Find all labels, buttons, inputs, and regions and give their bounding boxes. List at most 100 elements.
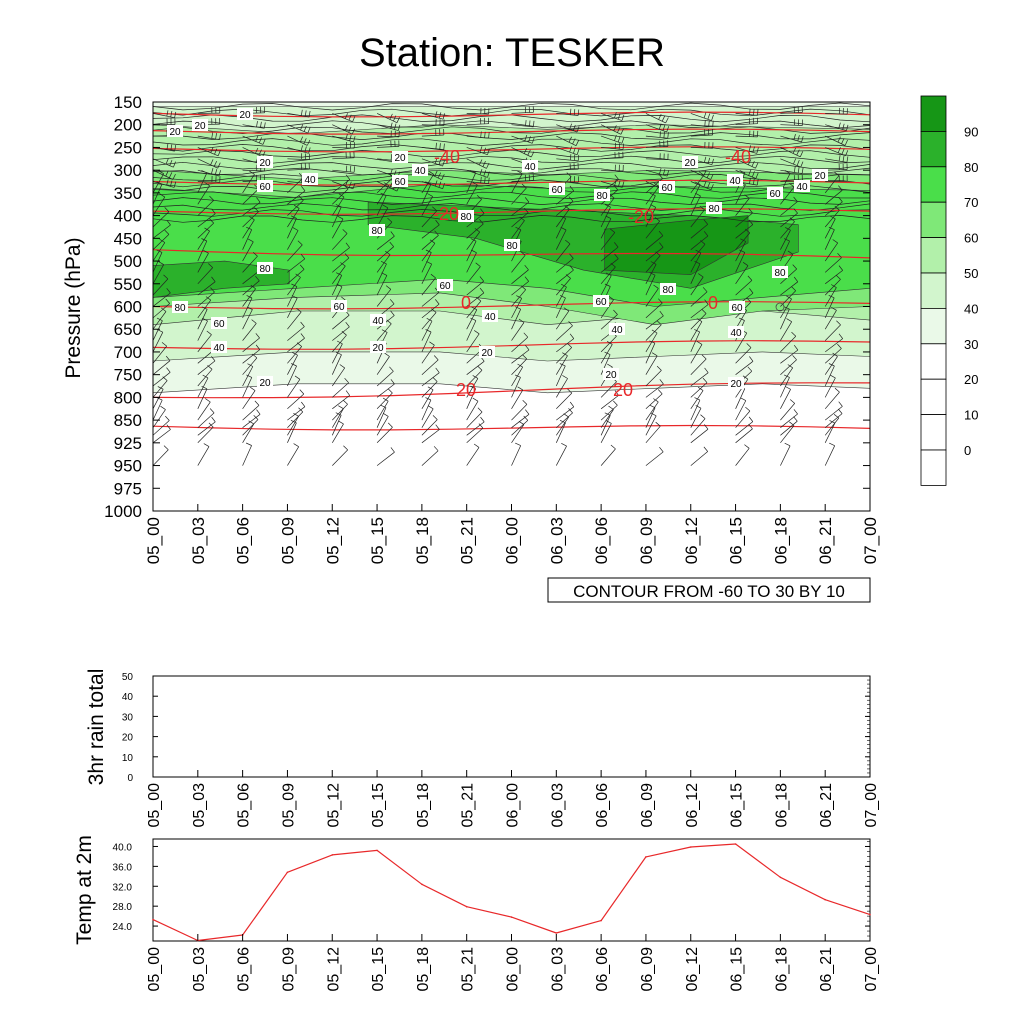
time-tick-label: 06_06 bbox=[594, 783, 611, 828]
temp-point bbox=[869, 914, 871, 916]
pressure-tick-label: 850 bbox=[114, 411, 142, 430]
time-tick-label: 05_15 bbox=[368, 517, 387, 564]
wind-barb bbox=[870, 125, 890, 134]
wind-barb bbox=[870, 218, 879, 238]
wind-barb-feather bbox=[713, 121, 714, 127]
humidity-contour-value: 80 bbox=[174, 303, 186, 314]
pressure-tick-label: 750 bbox=[114, 366, 142, 385]
time-tick-label: 06_03 bbox=[547, 517, 566, 564]
wind-barb-feather bbox=[874, 420, 879, 423]
wind-barb bbox=[870, 199, 884, 216]
temp-axis-label: Temp at 2m bbox=[73, 835, 96, 945]
time-tick-label: 06_06 bbox=[594, 947, 611, 992]
temp-point bbox=[466, 906, 468, 908]
wind-barb bbox=[870, 406, 887, 420]
humidity-contour-label: 20 bbox=[682, 156, 698, 169]
wind-barb-feather bbox=[876, 296, 881, 299]
temp-line-segment bbox=[512, 917, 557, 933]
pressure-tick-label: 950 bbox=[114, 457, 142, 476]
wind-barb-feather bbox=[879, 407, 884, 411]
wind-barb bbox=[870, 395, 887, 409]
wind-barb-feather bbox=[892, 145, 893, 151]
wind-barb bbox=[870, 367, 880, 386]
humidity-contour-value: 80 bbox=[662, 285, 674, 296]
temp-point bbox=[332, 854, 334, 856]
humidity-contour-value: 40 bbox=[796, 182, 808, 193]
time-tick-label: 06_00 bbox=[505, 947, 522, 992]
humidity-contour-value: 60 bbox=[551, 185, 563, 196]
wind-barb-feather bbox=[875, 205, 880, 208]
time-tick-label: 06_09 bbox=[639, 783, 656, 828]
temperature-series bbox=[152, 843, 871, 941]
colorbar-swatch bbox=[921, 415, 946, 450]
wind-barb-feather bbox=[874, 413, 879, 416]
colorbar-label: 20 bbox=[964, 372, 978, 387]
temp-point bbox=[780, 877, 782, 879]
temp-point bbox=[376, 850, 378, 852]
time-tick-label: 05_09 bbox=[280, 783, 297, 828]
colorbar-swatch bbox=[921, 273, 946, 308]
wind-barb-feather bbox=[888, 179, 889, 185]
wind-barb-feather bbox=[758, 110, 759, 116]
time-tick-label: 06_18 bbox=[771, 517, 790, 564]
colorbar-swatch bbox=[921, 308, 946, 343]
temp-tick-label: 24.0 bbox=[113, 922, 133, 933]
humidity-contour-label: 60 bbox=[437, 279, 453, 292]
wind-barb-feather bbox=[874, 352, 880, 355]
humidity-contour-value: 20 bbox=[481, 348, 493, 359]
temp-point bbox=[152, 919, 154, 921]
humidity-contour-value: 80 bbox=[371, 226, 383, 237]
humidity-contour-value: 80 bbox=[259, 264, 271, 275]
humidity-contour-value: 40 bbox=[304, 175, 316, 186]
wind-barb-feather bbox=[882, 333, 886, 337]
humidity-contour-label: 20 bbox=[257, 376, 273, 389]
time-tick-label: 05_21 bbox=[460, 947, 477, 992]
wind-barb bbox=[870, 191, 887, 205]
temp-tick-label: 32.0 bbox=[113, 882, 133, 893]
humidity-contour-value: 60 bbox=[259, 182, 271, 193]
humidity-contour-label: 60 bbox=[392, 175, 408, 188]
time-tick-label: 05_06 bbox=[234, 517, 253, 564]
pressure-tick-label: 350 bbox=[114, 184, 142, 203]
humidity-contour-label: 20 bbox=[479, 346, 495, 359]
temperature-contour-label: -40 bbox=[434, 147, 460, 167]
wind-barb-feather bbox=[884, 323, 888, 328]
wind-barb-feather bbox=[886, 127, 889, 132]
humidity-contour-value: 80 bbox=[460, 212, 472, 223]
wind-barb-feather bbox=[892, 180, 893, 186]
humidity-contour-value: 20 bbox=[394, 153, 406, 164]
temp-point bbox=[421, 884, 423, 886]
wind-barb bbox=[870, 423, 880, 443]
humidity-contour-value: 20 bbox=[259, 378, 271, 389]
colorbar-swatch bbox=[921, 238, 946, 273]
temp-line-segment bbox=[825, 900, 870, 915]
temp-line-segment bbox=[780, 877, 825, 899]
humidity-contour-value: 40 bbox=[213, 343, 225, 354]
colorbar-swatch bbox=[921, 202, 946, 237]
time-tick-label: 05_18 bbox=[415, 947, 432, 992]
wind-barb-feather bbox=[890, 129, 893, 134]
temperature-contour-label: -20 bbox=[628, 207, 654, 227]
wind-barb-feather bbox=[883, 136, 885, 142]
wind-barb-feather bbox=[888, 144, 889, 150]
wind-barb-feather bbox=[884, 179, 885, 185]
temperature-contour-label: 0 bbox=[708, 293, 718, 313]
humidity-contour-label: 80 bbox=[172, 301, 188, 314]
time-tick-label: 06_15 bbox=[729, 783, 746, 828]
wind-barb bbox=[870, 410, 884, 427]
humidity-contour-value: 20 bbox=[239, 110, 251, 121]
humidity-contour-value: 20 bbox=[194, 121, 206, 132]
wind-barb bbox=[870, 246, 886, 261]
humidity-contour-label: 80 bbox=[660, 283, 676, 296]
pressure-tick-label: 650 bbox=[114, 320, 142, 339]
humidity-contour-value: 20 bbox=[259, 158, 271, 169]
wind-barb bbox=[870, 208, 880, 228]
wind-barb-feather bbox=[883, 125, 886, 130]
humidity-contour-label: 80 bbox=[369, 224, 385, 237]
humidity-contour-label: 80 bbox=[458, 210, 474, 223]
wind-barb bbox=[870, 276, 881, 295]
